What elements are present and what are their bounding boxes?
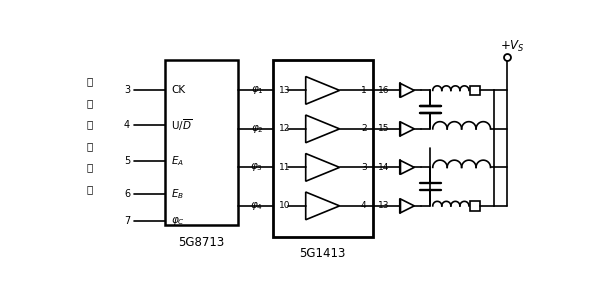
Text: 7: 7 xyxy=(124,216,130,226)
Polygon shape xyxy=(306,154,340,181)
Bar xyxy=(471,201,480,210)
Text: 输: 输 xyxy=(87,119,93,129)
Text: 入: 入 xyxy=(87,141,93,151)
Text: 13: 13 xyxy=(378,201,389,210)
Polygon shape xyxy=(401,84,414,97)
Polygon shape xyxy=(306,77,340,104)
Text: 11: 11 xyxy=(279,163,290,172)
Text: 13: 13 xyxy=(279,86,290,95)
Bar xyxy=(471,86,480,95)
Text: 号: 号 xyxy=(87,184,93,194)
Text: 制: 制 xyxy=(87,98,93,108)
Text: $\varphi_1$: $\varphi_1$ xyxy=(251,85,263,96)
Text: 6: 6 xyxy=(124,189,130,199)
Text: $\varphi_3$: $\varphi_3$ xyxy=(251,161,263,173)
Bar xyxy=(165,60,238,225)
Polygon shape xyxy=(306,192,340,220)
Text: $\varphi_2$: $\varphi_2$ xyxy=(251,123,263,135)
Polygon shape xyxy=(401,199,414,213)
Polygon shape xyxy=(401,122,414,136)
Text: 3: 3 xyxy=(361,163,367,172)
Text: $\varphi_C$: $\varphi_C$ xyxy=(171,215,185,227)
Text: $\varphi_4$: $\varphi_4$ xyxy=(251,200,263,212)
Text: 4: 4 xyxy=(361,201,367,210)
Text: 1: 1 xyxy=(361,86,367,95)
Text: 5G8713: 5G8713 xyxy=(178,236,224,249)
Text: 3: 3 xyxy=(124,85,130,95)
Text: $E_B$: $E_B$ xyxy=(171,188,184,201)
Text: CK: CK xyxy=(171,85,185,95)
Text: 14: 14 xyxy=(378,163,389,172)
Text: $E_A$: $E_A$ xyxy=(171,154,184,168)
Text: 信: 信 xyxy=(87,162,93,172)
Text: 15: 15 xyxy=(378,124,389,133)
Text: 控: 控 xyxy=(87,76,93,86)
Polygon shape xyxy=(401,161,414,174)
Text: U/$\overline{D}$: U/$\overline{D}$ xyxy=(171,117,192,133)
Text: 12: 12 xyxy=(279,124,290,133)
Text: 5G1413: 5G1413 xyxy=(300,247,346,260)
Polygon shape xyxy=(306,115,340,143)
Text: 5: 5 xyxy=(124,156,130,166)
Text: $+ V_S$: $+ V_S$ xyxy=(499,39,524,54)
Text: 4: 4 xyxy=(124,120,130,130)
Text: 10: 10 xyxy=(279,201,290,210)
Text: 2: 2 xyxy=(361,124,367,133)
Bar xyxy=(273,60,373,237)
Text: 16: 16 xyxy=(378,86,389,95)
